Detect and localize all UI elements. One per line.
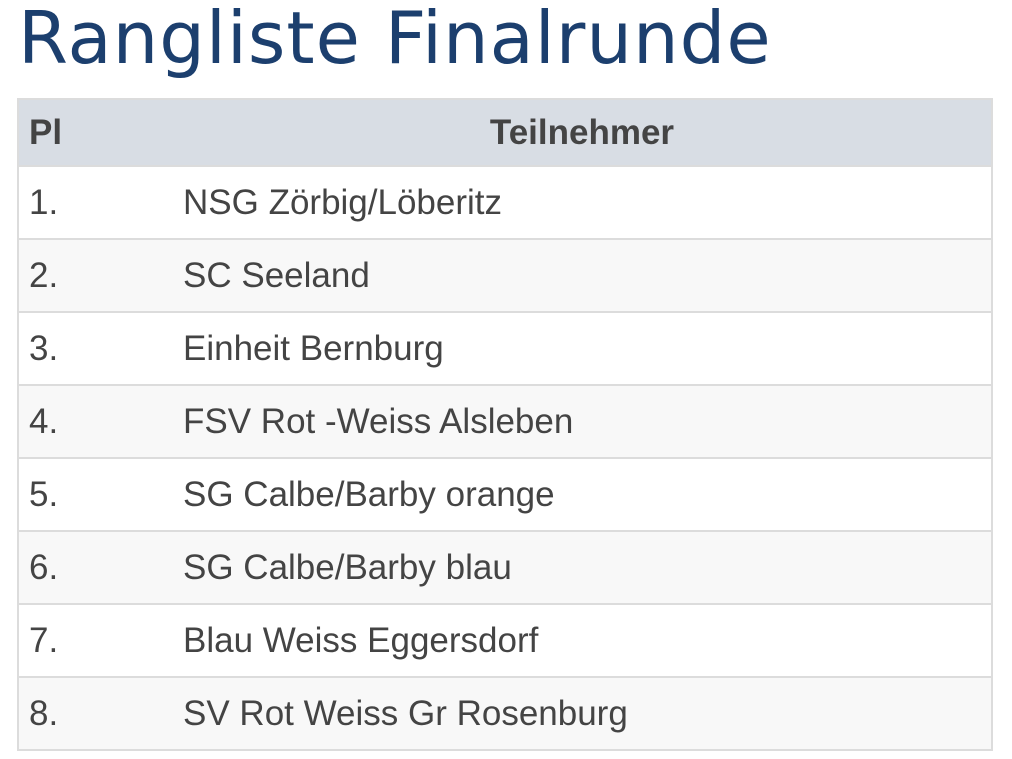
team-cell: SC Seeland [173, 238, 992, 312]
rank-cell: 7. [18, 603, 173, 677]
table-row: 6. SG Calbe/Barby blau [18, 530, 992, 604]
table-row: 3. Einheit Bernburg [18, 311, 992, 385]
rank-cell: 1. [18, 165, 173, 239]
team-cell: SG Calbe/Barby blau [173, 530, 992, 604]
ranking-table: Pl Teilnehmer 1. NSG Zörbig/Löberitz 2. SC … [17, 98, 993, 751]
header-row: Pl Teilnehmer [18, 99, 992, 166]
table-head: Pl Teilnehmer [18, 99, 992, 166]
team-cell: SV Rot Weiss Gr Rosenburg [173, 676, 992, 750]
team-cell: FSV Rot -Weiss Alsleben [173, 384, 992, 458]
rank-cell: 4. [18, 384, 173, 458]
table-row: 5. SG Calbe/Barby orange [18, 457, 992, 531]
rank-cell: 8. [18, 676, 173, 750]
column-header: Teilnehmer [173, 99, 992, 166]
table-body: 1. NSG Zörbig/Löberitz 2. SC Seeland 3. Einhe… [18, 165, 992, 750]
team-cell: Blau Weiss Eggersdorf [173, 603, 992, 677]
table-row: 7. Blau Weiss Eggersdorf [18, 603, 992, 677]
team-cell: NSG Zörbig/Löberitz [173, 165, 992, 239]
team-cell: Einheit Bernburg [173, 311, 992, 385]
rank-cell: 6. [18, 530, 173, 604]
rank-cell: 3. [18, 311, 173, 385]
team-cell: SG Calbe/Barby orange [173, 457, 992, 531]
table-row: 8. SV Rot Weiss Gr Rosenburg [18, 676, 992, 750]
rank-cell: 5. [18, 457, 173, 531]
rank-cell: 2. [18, 238, 173, 312]
page-title: Rangliste Finalrunde [18, 0, 772, 80]
column-header: Pl [18, 99, 173, 166]
table-row: 4. FSV Rot -Weiss Alsleben [18, 384, 992, 458]
table-row: 1. NSG Zörbig/Löberitz [18, 165, 992, 239]
table-row: 2. SC Seeland [18, 238, 992, 312]
